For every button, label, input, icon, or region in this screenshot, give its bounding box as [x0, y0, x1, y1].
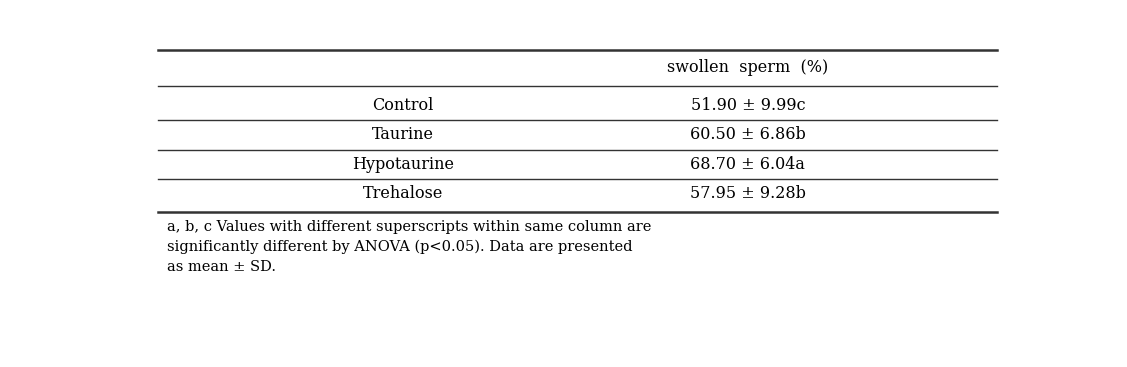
Text: significantly different by ANOVA (p<0.05). Data are presented: significantly different by ANOVA (p<0.05…	[167, 239, 632, 254]
Text: 51.90 ± 9.99c: 51.90 ± 9.99c	[691, 97, 805, 114]
Text: Hypotaurine: Hypotaurine	[352, 156, 454, 172]
Text: a, b, c Values with different superscripts within same column are: a, b, c Values with different superscrip…	[167, 220, 651, 234]
Text: swollen  sperm  (%): swollen sperm (%)	[667, 59, 828, 76]
Text: Control: Control	[372, 97, 434, 114]
Text: 68.70 ± 6.04a: 68.70 ± 6.04a	[691, 156, 806, 172]
Text: Taurine: Taurine	[372, 126, 434, 143]
Text: 57.95 ± 9.28b: 57.95 ± 9.28b	[690, 185, 806, 202]
Text: Trehalose: Trehalose	[363, 185, 443, 202]
Text: 60.50 ± 6.86b: 60.50 ± 6.86b	[690, 126, 806, 143]
Text: as mean ± SD.: as mean ± SD.	[167, 260, 276, 275]
